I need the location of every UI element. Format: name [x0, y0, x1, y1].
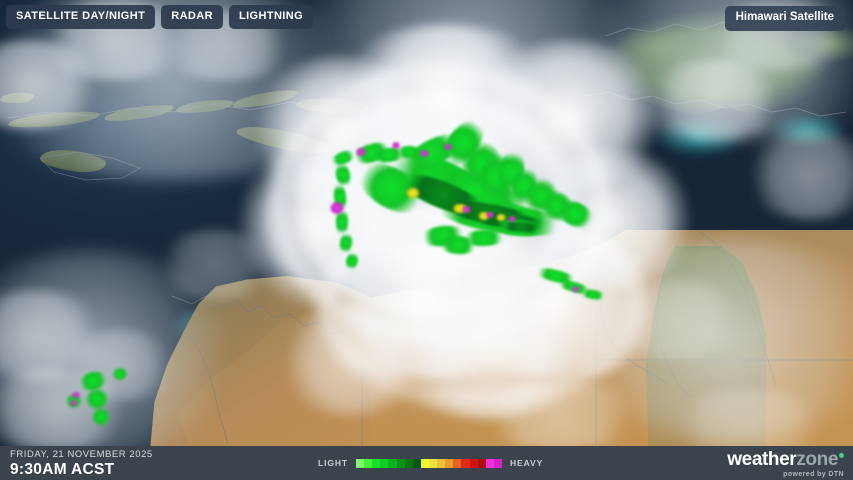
radar-echo-layer: [66, 112, 607, 426]
timestamp-block: FRIDAY, 21 NOVEMBER 2025 9:30AM ACST: [10, 449, 153, 478]
legend-color-stop: [388, 458, 397, 468]
legend-label-light: LIGHT: [318, 458, 348, 468]
legend-color-stop: [445, 458, 454, 468]
legend-color-stop: [372, 458, 381, 468]
legend-color-stop: [364, 458, 373, 468]
layer-button-satellite-day-night[interactable]: SATELLITE DAY/NIGHT: [6, 5, 156, 29]
logo-tagline: powered by DTN: [783, 471, 844, 478]
legend-color-stop: [493, 458, 502, 468]
legend-color-ramp: [356, 458, 502, 468]
observation-time: 9:30AM ACST: [10, 461, 115, 478]
logo-word-weather: weather: [727, 449, 797, 470]
legend-color-stop: [396, 458, 405, 468]
logo-wordmark: weatherzone: [727, 450, 844, 469]
satellite-source-tag: Himawari Satellite: [724, 6, 845, 31]
legend-color-stop: [461, 458, 470, 468]
legend-color-stop: [453, 458, 462, 468]
layer-button-lightning[interactable]: LIGHTNING: [228, 5, 314, 29]
weatherzone-logo[interactable]: weatherzone powered by DTN: [727, 450, 844, 478]
legend-color-stop: [485, 458, 494, 468]
footer-bar: FRIDAY, 21 NOVEMBER 2025 9:30AM ACST LIG…: [0, 446, 853, 480]
legend-color-stop: [420, 458, 429, 468]
logo-word-zone: zone: [796, 449, 838, 470]
layer-toggle-bar: SATELLITE DAY/NIGHT RADAR LIGHTNING: [0, 0, 853, 34]
legend-color-stop: [469, 458, 478, 468]
legend-color-stop: [404, 458, 413, 468]
legend-color-stop: [380, 458, 389, 468]
legend-color-stop: [356, 458, 365, 468]
legend-color-stop: [477, 458, 486, 468]
satellite-map-canvas[interactable]: [0, 0, 853, 446]
legend-color-stop: [412, 458, 421, 468]
layer-button-radar[interactable]: RADAR: [161, 5, 223, 29]
rainfall-intensity-legend: LIGHT HEAVY: [318, 446, 543, 480]
legend-color-stop: [428, 458, 438, 468]
logo-accent-dot: [839, 452, 844, 458]
legend-label-heavy: HEAVY: [510, 458, 544, 468]
legend-color-stop: [437, 458, 446, 468]
observation-date: FRIDAY, 21 NOVEMBER 2025: [10, 449, 153, 460]
